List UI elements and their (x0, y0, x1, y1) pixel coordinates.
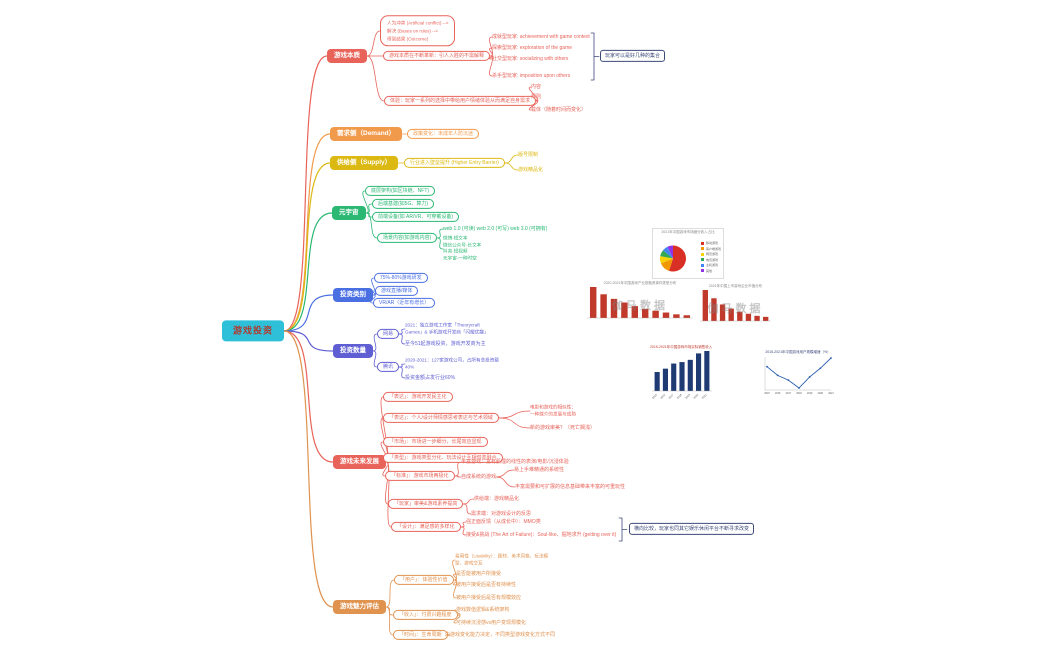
svg-text:2018: 2018 (796, 392, 802, 395)
chart-bar-investment-events-title: 2020-2021年中国游戏产业投融资事件类型分布 (603, 281, 677, 285)
pill-game-essence-innovation[interactable]: 游戏本质在不断革新：引人入胜的不需解释 (383, 50, 491, 62)
text-game-quality[interactable]: 游戏精品化 (518, 166, 544, 173)
pill-user-experience-value[interactable]: 「用户」：体验性价值 (394, 574, 454, 586)
text-lifecycle-driver[interactable]: 由游戏变化能力决定，不同类型游戏变化方式不同 (445, 631, 556, 638)
note-entertainment-competition[interactable]: 横向比较，玩家也同其它娱乐休闲平台不断寻求改变 (629, 522, 755, 536)
text-tencent-companies[interactable]: 2020-2021：127家游戏公司，占所有总投资额 40% (405, 357, 499, 369)
text-explorer-player[interactable]: 探索型玩家: exploration of the game (492, 44, 573, 51)
pill-expression-art[interactable]: 「表达」：个人/设计师情感思考表达与艺术领域 (383, 412, 499, 424)
chart-bar-market-revenue: 2015-2021年中国游戏市场实际销售收入（亿元）20152016201720… (650, 344, 714, 401)
chart-pie-market-share-legend: 移动游戏 客户端游戏 网页游戏 电竞游戏 主机游戏 其他 (700, 241, 721, 274)
pill-scene-content[interactable]: 场景内容(如游戏内容) (377, 232, 438, 244)
branch-investment-category[interactable]: 投资类别 (333, 287, 373, 303)
pill-policy-minor-protection[interactable]: 政策变化：未成年人防沉迷 (407, 128, 480, 140)
text-socializer-player[interactable]: 社交型玩家: socializing with others (492, 55, 569, 62)
text-retention[interactable]: 被用户接受后是否有持续性 (456, 581, 517, 588)
pill-experience-definition[interactable]: 体验：玩家一系列的选择中带给用户情绪体验从而满足自身需求 (384, 95, 537, 107)
chart-line-user-growth-title: 2015-2021年中国游戏用户规模增速（%） (765, 350, 831, 354)
svg-text:2015: 2015 (764, 392, 770, 395)
text-content[interactable]: 内容 (531, 83, 542, 90)
pill-infrastructure-layer[interactable]: 底层架构(如区块链、NFT) (365, 185, 436, 197)
text-rich-games[interactable]: 丰富游戏：富有肌理的线性的表演/电影/沉浸体验 (461, 458, 569, 465)
branch-future-development[interactable]: 游戏未来发展 (333, 454, 386, 470)
pill-expression-democratization[interactable]: 「表达」：游戏开发民主化 (383, 391, 453, 403)
text-design-reflection[interactable]: 需求端：对游戏设计的反思 (471, 510, 532, 517)
text-rules[interactable]: 规则 (531, 93, 542, 100)
text-scale-effect[interactable]: 被用户接受后是否有规模效应 (456, 594, 522, 601)
text-killer-player[interactable]: 杀手型玩家: imposition upon others (492, 72, 571, 79)
text-medium[interactable]: 载体（随着时间而变化） (531, 106, 587, 113)
text-usability[interactable]: 易用性（Usability）：题材、美术风格、玩法模 型、游戏交互 (455, 553, 549, 565)
text-netease-investments[interactable]: 至今51起游戏投资，游戏开发商为主 (405, 340, 486, 347)
text-supply-side-quality[interactable]: 供给端：游戏精品化 (474, 495, 520, 502)
chart-pie-market-share: 2021年中国游戏市场细分收入占比移动游戏 客户端游戏 网页游戏 电竞游戏 主机游戏 其他 (652, 228, 724, 279)
pill-frontend-devices[interactable]: 前端设备(如 AR/VR、可穿戴设备) (372, 211, 460, 223)
svg-text:2017: 2017 (786, 392, 792, 395)
branch-metaverse[interactable]: 元宇宙 (332, 205, 366, 221)
text-license-limit[interactable]: 版号限制 (518, 151, 539, 158)
text-tencent-share[interactable]: 投资金额占发行业60% (405, 374, 456, 381)
svg-text:2019: 2019 (807, 392, 813, 395)
pill-backend-layer[interactable]: 后端基建(如5G、算力) (372, 198, 435, 210)
pill-entry-barrier[interactable]: 行业进入壁垒提升 (Higher Entry Barrier) (404, 157, 505, 169)
chart-line-user-growth: 2015-2021年中国游戏用户规模增速（%） 2015 2016 2017 2018 2… (762, 349, 834, 399)
svg-text:2016: 2016 (659, 392, 666, 399)
text-easy-to-learn[interactable]: 易上手难精通的系统性 (514, 466, 565, 473)
text-media-format-evolution[interactable]: 微博-短文本 微信公众号-长文本 抖音-短视频 元宇宙-一种时空 (443, 235, 482, 261)
text-web-evolution[interactable]: web 1.0 (可读) web 2.0 (可写) web 3.0 (可拥有) (443, 225, 548, 232)
svg-text:2021: 2021 (828, 392, 834, 395)
text-achiever-player[interactable]: 成就型玩家: achievement with game context (492, 33, 590, 40)
pill-market-polarization[interactable]: 「标准」：游戏市场两极化 (385, 470, 455, 482)
text-replayability[interactable]: 丰富需要和可扩展的信息基础带来丰富的可重玩性 (515, 483, 626, 490)
svg-text:2020: 2020 (818, 392, 824, 395)
pill-tencent[interactable]: 腾讯 (377, 361, 400, 373)
text-new-game-aesthetics[interactable]: 新的游戏审美？（死亡搁浅） (530, 424, 596, 431)
text-art-of-failure[interactable]: 接受&挑战 (The Art of Failure)：Soul-like、掘地求… (466, 531, 617, 538)
text-immersion-vs-monetization[interactable]: 可持续沉浸感vs用户变现规模化 (456, 619, 527, 626)
chart-bar-company-values: 2021年中国上市游戏企业市值分布 伽马数据 (698, 283, 773, 326)
text-systemic-games[interactable]: 自成系统的游戏 (461, 473, 497, 480)
branch-investment-volume[interactable]: 投资数量 (333, 343, 373, 359)
chart-bar-company-values-title: 2021年中国上市游戏企业市值分布 (708, 284, 763, 288)
branch-game-appeal-evaluation[interactable]: 游戏魅力评估 (333, 599, 386, 615)
chart-bar-investment-events: 2020-2021年中国游戏产业投融资事件类型分布 伽马数据 (585, 280, 695, 323)
branch-game-essence[interactable]: 游戏本质 (327, 48, 367, 64)
svg-text:2016: 2016 (775, 392, 781, 395)
svg-text:2020: 2020 (692, 392, 699, 399)
pill-revenue-willingness[interactable]: 「收入」：付费兴趣程度 (393, 609, 458, 621)
chart-bar-market-revenue-title: 2015-2021年中国游戏市场实际销售收入（亿元） (650, 345, 714, 349)
svg-text:2015: 2015 (651, 392, 658, 399)
text-positive-feedback-mmo[interactable]: 强正面反馈（从成长中）：MMO类 (466, 518, 541, 525)
text-user-acceptance[interactable]: 是否能被用户所接受 (456, 570, 502, 577)
branch-demand-side[interactable]: 需求侧（Demand） (330, 126, 403, 142)
svg-text:2018: 2018 (676, 392, 683, 399)
pill-vr-ar[interactable]: VR/AR（近年有增长） (373, 297, 436, 309)
pill-netease[interactable]: 网易 (377, 328, 400, 340)
pill-market-segmentation[interactable]: 「市场」：市场进一步细分，长尾效应显现 (383, 436, 488, 448)
root-node-game-investment[interactable]: 游戏投资 (222, 320, 285, 342)
svg-text:2017: 2017 (668, 392, 675, 399)
text-netease-studios[interactable]: 2021：独立游戏工作室「Theorycraft Games」& 手机游戏开发商「… (405, 322, 489, 334)
note-player-type-mix[interactable]: 玩家可以是好几种的集合 (600, 49, 666, 63)
pill-player-taste[interactable]: 「玩家」审美&游戏素养提高 (388, 498, 464, 510)
pill-time-lifecycle[interactable]: 「时间」：生命周期 (393, 629, 448, 641)
box-conflict-rules-outcome[interactable]: 人为冲突 (Artificial conflict) --> 解决 (Bases … (380, 15, 456, 47)
text-film-game-similarity[interactable]: 电影和游戏的相似性： 一种媒介的发展与成熟 (530, 404, 576, 416)
svg-text:2021: 2021 (701, 392, 708, 399)
chart-pie-market-share-title: 2021年中国游戏市场细分收入占比 (661, 230, 715, 234)
svg-text:2019: 2019 (684, 392, 691, 399)
pill-game-streaming-media[interactable]: 游戏直播/媒体 (375, 285, 419, 297)
branch-supply-side[interactable]: 供给侧（Supply） (330, 155, 399, 171)
pill-satisfaction-diversification[interactable]: 「设计」：满足感的多样化 (391, 521, 461, 533)
text-numeric-logic[interactable]: 游戏数值逻辑&系统架构 (456, 606, 510, 613)
pill-game-rnd-share[interactable]: 75%-80%游戏研发 (374, 272, 428, 284)
